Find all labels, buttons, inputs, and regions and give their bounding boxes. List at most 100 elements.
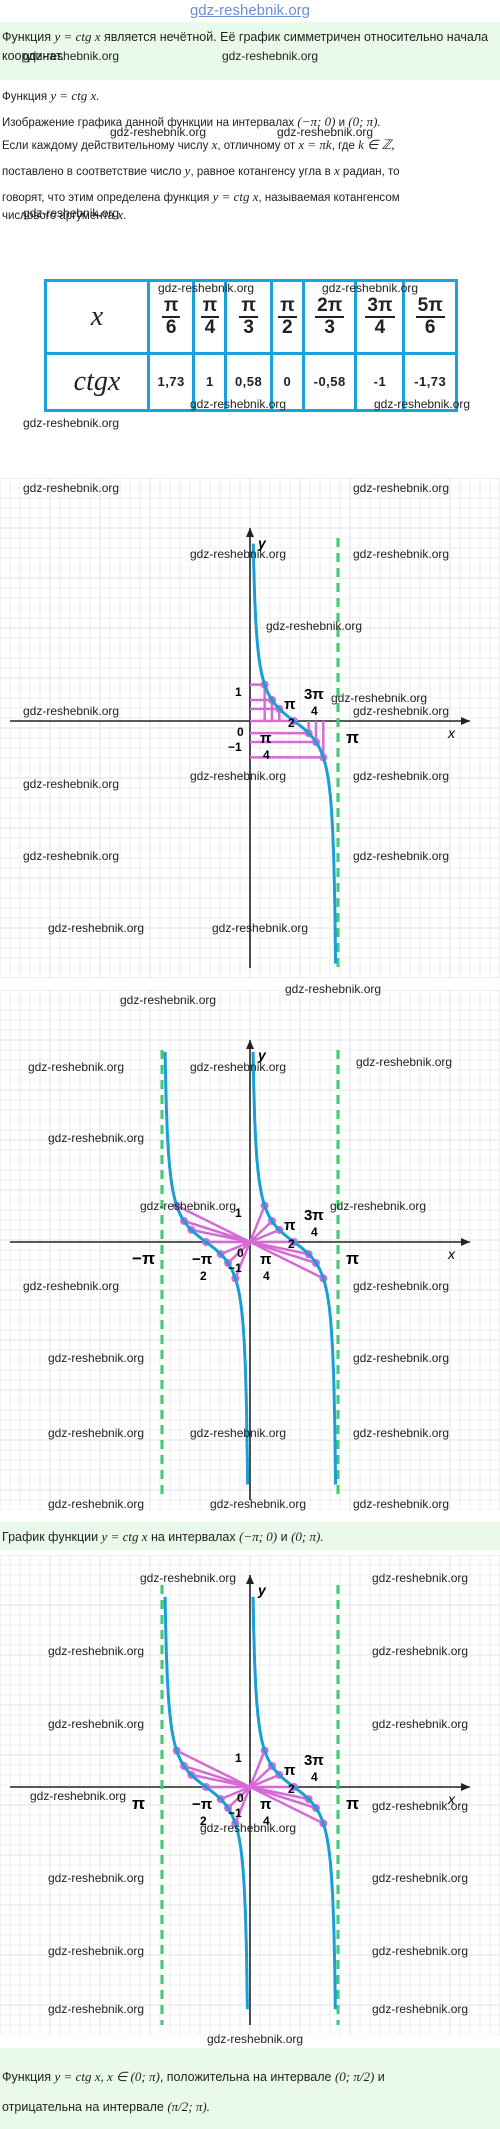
label-pi-half-num: π	[284, 1762, 296, 1779]
watermark: gdz-reshebnik.org	[207, 2032, 304, 2046]
watermark: gdz-reshebnik.org	[30, 1789, 127, 1803]
watermark: gdz-reshebnik.org	[372, 1944, 469, 1958]
watermark: gdz-reshebnik.org	[353, 547, 450, 561]
cotangent-curve	[163, 1051, 250, 1485]
watermark: gdz-reshebnik.org	[353, 1426, 450, 1440]
y-axis-arrow	[246, 1040, 254, 1049]
watermark: gdz-reshebnik.org	[331, 691, 428, 705]
label-pi-quarter-num: π	[260, 1796, 272, 1813]
construction-line	[249, 1240, 317, 1265]
label-3pi-quarter-num: 3π	[304, 1752, 324, 1769]
watermark: gdz-reshebnik.org	[48, 1497, 145, 1511]
label-pi: π	[346, 1794, 359, 1813]
x-axis-arrow	[461, 1783, 470, 1791]
label-pi: π	[346, 1249, 359, 1268]
y-axis-label: y	[257, 1047, 267, 1063]
watermark: gdz-reshebnik.org	[140, 1571, 237, 1585]
watermark: gdz-reshebnik.org	[200, 1821, 297, 1835]
label-neg-pi: π	[132, 1794, 145, 1813]
table-cell: 3π 4	[354, 278, 406, 356]
construction-line	[248, 1205, 266, 1243]
label-3pi-quarter-num: 3π	[304, 1207, 324, 1224]
watermark: gdz-reshebnik.org	[23, 1279, 120, 1293]
watermark: gdz-reshebnik.org	[353, 1279, 450, 1293]
cotangent-curve	[251, 1051, 337, 1485]
label-pi-half-num: π	[284, 1217, 296, 1234]
watermark: gdz-reshebnik.org	[277, 125, 374, 139]
watermark: gdz-reshebnik.org	[372, 2002, 469, 2016]
label-pi-quarter-den: 4	[263, 748, 270, 762]
watermark: gdz-reshebnik.org	[353, 1497, 450, 1511]
watermark: gdz-reshebnik.org	[353, 769, 450, 783]
construction-line	[234, 1241, 252, 1279]
caption-panel	[0, 1522, 500, 1550]
table-header-x: x	[44, 278, 150, 356]
watermark: gdz-reshebnik.org	[374, 397, 471, 411]
construction-line	[176, 1749, 251, 1789]
construction-line	[249, 1773, 280, 1789]
watermark: gdz-reshebnik.org	[23, 416, 120, 430]
label-neg-one: −1	[228, 1261, 242, 1275]
watermark: gdz-reshebnik.org	[110, 125, 207, 139]
watermark: gdz-reshebnik.org	[285, 982, 382, 996]
table-cell: 2π 3	[301, 278, 358, 356]
watermark: gdz-reshebnik.org	[48, 1644, 145, 1658]
label-neg-one: −1	[228, 1806, 242, 1820]
construction-line	[227, 1241, 251, 1264]
construction-line	[248, 1750, 266, 1788]
label-3pi-quarter-den: 4	[311, 1225, 318, 1239]
watermark: gdz-reshebnik.org	[28, 1060, 125, 1074]
watermark: gdz-reshebnik.org	[190, 547, 287, 561]
watermark: gdz-reshebnik.org	[48, 1426, 145, 1440]
table-cell: -1	[354, 352, 406, 412]
body-line-2: Изображение графика данной функции на ин…	[2, 114, 381, 129]
watermark: gdz-reshebnik.org	[48, 1944, 145, 1958]
watermark: gdz-reshebnik.org	[23, 481, 120, 495]
site-link[interactable]: gdz-reshebnik.org	[189, 2, 311, 19]
watermark: gdz-reshebnik.org	[210, 1497, 307, 1511]
graph-caption: График функции y = ctg x на интервалах (…	[2, 1529, 324, 1544]
construction-line	[234, 1786, 252, 1824]
body-line-1: Функция y = ctg x.	[2, 88, 100, 103]
watermark: gdz-reshebnik.org	[48, 921, 145, 935]
watermark: gdz-reshebnik.org	[372, 1871, 469, 1885]
watermark: gdz-reshebnik.org	[330, 1199, 427, 1213]
label-pi-quarter-num: π	[260, 730, 272, 747]
watermark: gdz-reshebnik.org	[356, 1055, 453, 1069]
construction-line	[249, 1785, 317, 1810]
intro-panel	[0, 22, 500, 80]
watermark: gdz-reshebnik.org	[23, 206, 120, 220]
y-axis-arrow	[246, 528, 254, 537]
watermark: gdz-reshebnik.org	[23, 49, 120, 63]
label-neg-pi-half-num: −π	[192, 1796, 213, 1813]
label-neg-pi-half-den: 2	[200, 1814, 207, 1828]
label-pi-half-den: 2	[288, 1782, 295, 1796]
conclusion-line-2: отрицательна на интервале (π/2; π).	[2, 2099, 210, 2114]
y-axis-label: y	[257, 1582, 267, 1598]
watermark: gdz-reshebnik.org	[212, 921, 309, 935]
watermark: gdz-reshebnik.org	[120, 993, 217, 1007]
construction-line	[220, 1785, 251, 1801]
label-neg-pi-half-den: 2	[200, 1269, 207, 1283]
intro-text: Функция y = ctg x является нечётной. Её …	[2, 29, 489, 63]
watermark: gdz-reshebnik.org	[266, 619, 363, 633]
label-one: 1	[235, 1751, 242, 1765]
y-axis-label: y	[257, 535, 267, 551]
label-pi-half-den: 2	[288, 716, 295, 730]
body-line-6: числового аргумента x.	[2, 207, 127, 222]
watermark: gdz-reshebnik.org	[190, 1060, 287, 1074]
watermark: gdz-reshebnik.org	[48, 1351, 145, 1365]
construction-line	[249, 1228, 280, 1244]
table-cell: 1	[192, 352, 228, 412]
cotangent-curve	[163, 1596, 249, 2010]
construction-line	[249, 1220, 273, 1243]
table-cell: 0	[269, 352, 305, 412]
watermark: gdz-reshebnik.org	[48, 1871, 145, 1885]
